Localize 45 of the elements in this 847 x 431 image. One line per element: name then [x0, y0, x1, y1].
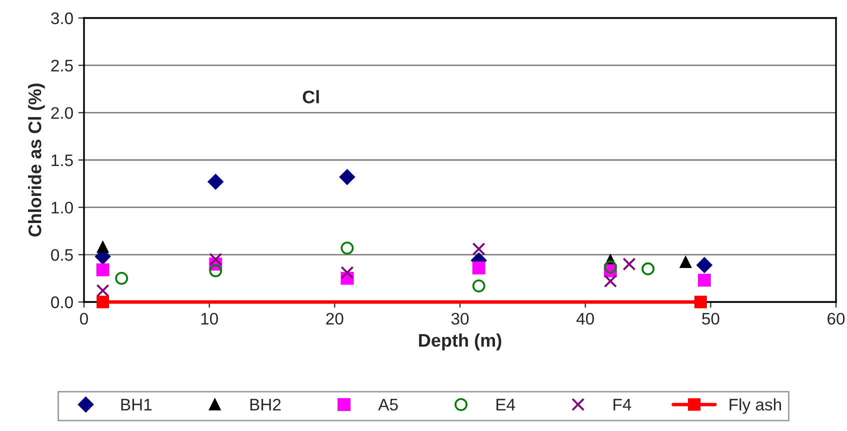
- point: [698, 274, 711, 287]
- y-tick-label: 0.5: [51, 249, 73, 261]
- y-tick-label: 2.0: [51, 107, 73, 119]
- x-tick-label: 60: [828, 312, 845, 325]
- annotation: Cl: [302, 90, 319, 104]
- y-tick-label: 3.0: [51, 12, 73, 24]
- point: [209, 264, 222, 278]
- point: [96, 284, 110, 298]
- legend-label: E4: [496, 398, 516, 410]
- point: [96, 263, 110, 276]
- legend-label: BH2: [250, 398, 281, 410]
- point: [642, 262, 654, 276]
- x-tick-label: 30: [451, 312, 469, 325]
- point: [604, 260, 617, 274]
- point: [97, 241, 109, 253]
- legend-label: BH1: [121, 398, 152, 410]
- x-tick-label: 0: [80, 312, 88, 325]
- point: [696, 257, 712, 273]
- point: [472, 279, 486, 292]
- point: [622, 258, 636, 271]
- point: [472, 242, 486, 256]
- point: [694, 296, 707, 308]
- point: [340, 266, 354, 280]
- legend-label: A5: [378, 398, 398, 411]
- y-axis-title: Chloride as Cl (%): [28, 84, 45, 236]
- point: [472, 261, 486, 274]
- x-tick-label: 20: [326, 312, 344, 325]
- y-tick-label: 2.5: [51, 60, 73, 72]
- legend-label: Fly ash: [730, 398, 781, 414]
- legend-label: F4: [614, 398, 632, 410]
- point: [604, 274, 617, 288]
- y-tick-label: 1.0: [52, 202, 73, 214]
- point: [208, 174, 224, 190]
- point: [339, 169, 355, 185]
- point: [340, 242, 354, 254]
- x-axis-title: Depth (m): [419, 334, 502, 350]
- point: [115, 272, 128, 285]
- point: [96, 296, 110, 308]
- x-tick-label: 10: [201, 312, 218, 325]
- x-tick-label: 40: [576, 312, 594, 325]
- point: [209, 252, 222, 266]
- y-tick-label: 0.0: [51, 296, 73, 308]
- point: [680, 256, 692, 268]
- y-tick-label: 1.5: [52, 154, 73, 166]
- x-tick-label: 50: [702, 312, 720, 325]
